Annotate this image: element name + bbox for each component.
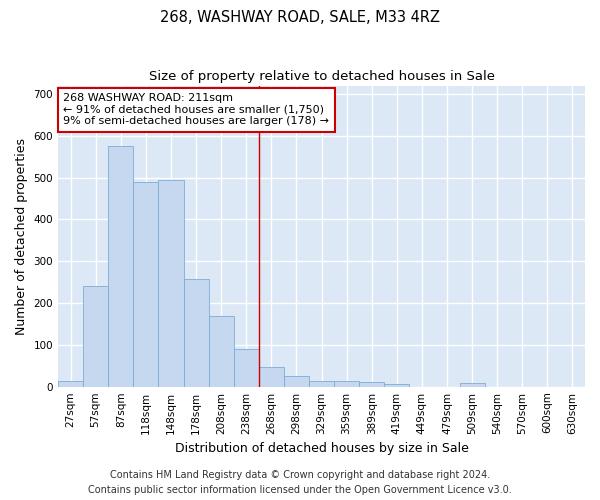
Bar [460, 384, 485, 386]
Bar [233, 349, 259, 387]
Bar [259, 366, 284, 386]
Title: Size of property relative to detached houses in Sale: Size of property relative to detached ho… [149, 70, 494, 83]
Text: Contains HM Land Registry data © Crown copyright and database right 2024.
Contai: Contains HM Land Registry data © Crown c… [88, 470, 512, 495]
Y-axis label: Number of detached properties: Number of detached properties [15, 138, 28, 334]
Bar [384, 384, 409, 386]
Bar [209, 316, 233, 386]
Bar [133, 182, 158, 386]
Bar [158, 180, 184, 386]
Bar [58, 381, 83, 386]
Bar [284, 376, 309, 386]
Bar [184, 279, 209, 386]
Text: 268, WASHWAY ROAD, SALE, M33 4RZ: 268, WASHWAY ROAD, SALE, M33 4RZ [160, 10, 440, 25]
Bar [309, 381, 334, 386]
X-axis label: Distribution of detached houses by size in Sale: Distribution of detached houses by size … [175, 442, 469, 455]
Bar [108, 146, 133, 386]
Bar [83, 286, 108, 386]
Bar [359, 382, 384, 386]
Bar [334, 381, 359, 386]
Text: 268 WASHWAY ROAD: 211sqm
← 91% of detached houses are smaller (1,750)
9% of semi: 268 WASHWAY ROAD: 211sqm ← 91% of detach… [64, 93, 329, 126]
